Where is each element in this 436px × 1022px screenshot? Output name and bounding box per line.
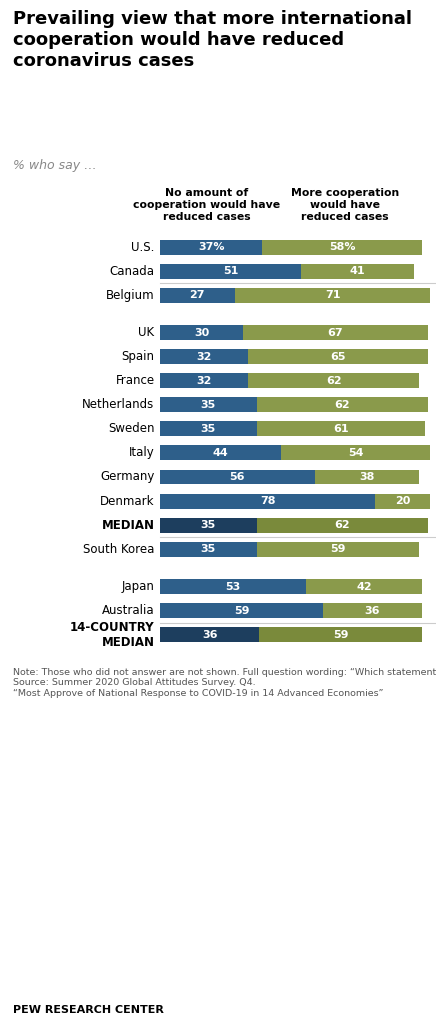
Text: Japan: Japan <box>122 580 154 593</box>
Text: 59: 59 <box>330 545 346 554</box>
Text: 54: 54 <box>348 448 364 458</box>
Text: Canada: Canada <box>109 265 154 278</box>
Text: U.S.: U.S. <box>131 240 154 253</box>
Text: 42: 42 <box>357 582 372 592</box>
Text: Germany: Germany <box>100 470 154 483</box>
Text: 27: 27 <box>190 290 205 300</box>
Text: 20: 20 <box>395 496 411 506</box>
Text: Australia: Australia <box>102 604 154 617</box>
Bar <box>282 446 430 460</box>
Bar <box>257 518 428 532</box>
Text: 35: 35 <box>201 520 216 530</box>
Text: 37%: 37% <box>198 242 225 252</box>
Bar <box>243 325 428 340</box>
Bar <box>259 628 422 642</box>
Text: 30: 30 <box>194 327 209 337</box>
Text: 32: 32 <box>197 376 212 385</box>
Text: 38: 38 <box>359 472 375 482</box>
Text: South Korea: South Korea <box>83 543 154 556</box>
Text: 62: 62 <box>334 400 350 410</box>
Bar <box>160 603 323 618</box>
Text: 65: 65 <box>330 352 346 362</box>
Text: Prevailing view that more international
cooperation would have reduced
coronavir: Prevailing view that more international … <box>13 10 412 69</box>
Bar <box>160 288 235 303</box>
Text: 36: 36 <box>202 630 218 640</box>
Text: 35: 35 <box>201 424 216 433</box>
Bar <box>315 469 419 484</box>
Text: 62: 62 <box>334 520 350 530</box>
Bar <box>160 494 375 509</box>
Bar <box>160 350 249 364</box>
Text: Denmark: Denmark <box>100 495 154 508</box>
Bar <box>249 350 428 364</box>
Text: Belgium: Belgium <box>106 288 154 301</box>
Text: MEDIAN: MEDIAN <box>102 518 154 531</box>
Text: 14-COUNTRY
MEDIAN: 14-COUNTRY MEDIAN <box>70 620 154 649</box>
Text: PEW RESEARCH CENTER: PEW RESEARCH CENTER <box>13 1005 164 1015</box>
Bar <box>249 373 419 388</box>
Text: 35: 35 <box>201 545 216 554</box>
Bar <box>160 446 282 460</box>
Bar <box>257 542 419 557</box>
Bar <box>160 579 307 594</box>
Bar <box>160 628 259 642</box>
Bar <box>160 264 301 279</box>
Bar <box>375 494 430 509</box>
Text: 32: 32 <box>197 352 212 362</box>
Bar <box>160 239 262 254</box>
Text: 36: 36 <box>365 606 380 615</box>
Text: UK: UK <box>138 326 154 339</box>
Text: 58%: 58% <box>329 242 355 252</box>
Bar <box>323 603 422 618</box>
Bar <box>160 421 257 436</box>
Text: Spain: Spain <box>122 351 154 363</box>
Text: % who say …: % who say … <box>13 159 97 172</box>
Text: 41: 41 <box>350 266 365 276</box>
Text: 78: 78 <box>260 496 276 506</box>
Text: Italy: Italy <box>129 447 154 460</box>
Text: 62: 62 <box>326 376 342 385</box>
Text: No amount of
cooperation would have
reduced cases: No amount of cooperation would have redu… <box>133 188 280 222</box>
Bar <box>160 542 257 557</box>
Bar <box>160 373 249 388</box>
Bar <box>160 469 315 484</box>
Text: 56: 56 <box>230 472 245 482</box>
Text: Sweden: Sweden <box>108 422 154 435</box>
Text: 53: 53 <box>225 582 241 592</box>
Bar <box>307 579 422 594</box>
Text: 67: 67 <box>327 327 343 337</box>
Text: Netherlands: Netherlands <box>82 399 154 411</box>
Text: 44: 44 <box>213 448 228 458</box>
Bar <box>160 398 257 412</box>
Text: Note: Those who did not answer are not shown. Full question wording: “Which stat: Note: Those who did not answer are not s… <box>13 668 436 698</box>
Text: 61: 61 <box>333 424 349 433</box>
Bar <box>262 239 422 254</box>
Bar <box>257 421 425 436</box>
Text: 59: 59 <box>333 630 348 640</box>
Text: 35: 35 <box>201 400 216 410</box>
Text: 51: 51 <box>223 266 238 276</box>
Text: More cooperation
would have
reduced cases: More cooperation would have reduced case… <box>291 188 399 222</box>
Bar <box>257 398 428 412</box>
Bar <box>160 518 257 532</box>
Bar <box>235 288 430 303</box>
Bar <box>301 264 414 279</box>
Bar <box>160 325 243 340</box>
Text: France: France <box>116 374 154 387</box>
Text: 59: 59 <box>234 606 249 615</box>
Text: 71: 71 <box>325 290 340 300</box>
